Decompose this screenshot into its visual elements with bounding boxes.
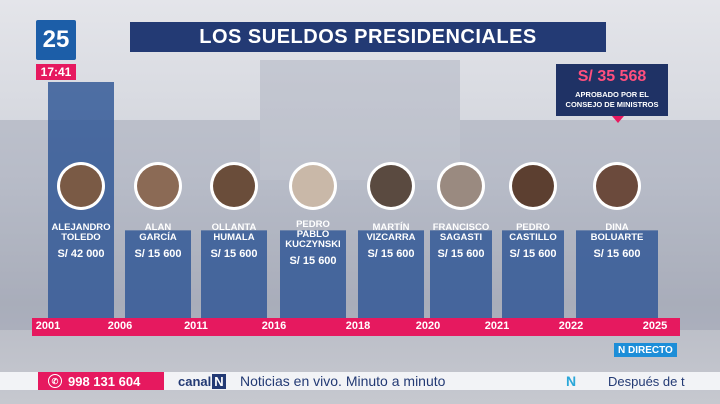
timeline-year: 2021 bbox=[484, 320, 510, 332]
president-name: GARCÍA bbox=[139, 232, 177, 243]
president-name: PABLO bbox=[297, 229, 330, 240]
ticker-next: Después de t bbox=[608, 374, 685, 389]
salary-label: S/ 15 600 bbox=[437, 248, 484, 260]
timeline-year: 2006 bbox=[107, 320, 133, 332]
president-name: BOLUARTE bbox=[591, 232, 644, 243]
ticker-headline: Noticias en vivo. Minuto a minuto bbox=[240, 373, 446, 389]
president-name: DINA bbox=[605, 222, 628, 233]
salary-label: S/ 42 000 bbox=[57, 248, 104, 260]
channel-logo: 25 bbox=[36, 20, 76, 60]
approved-salary-amount: S/ 35 568 bbox=[577, 68, 647, 85]
whatsapp-phone: ✆ 998 131 604 bbox=[38, 372, 164, 390]
callout-arrow bbox=[612, 116, 624, 123]
timeline-year: 2001 bbox=[35, 320, 61, 332]
salary-bar bbox=[201, 230, 267, 318]
president-name: MARTÍN bbox=[373, 222, 410, 233]
timeline-year: 2025 bbox=[642, 320, 668, 332]
clock: 17:41 bbox=[36, 64, 76, 80]
president-name: ALAN bbox=[145, 222, 172, 233]
president-name: OLLANTA bbox=[212, 222, 257, 233]
ticker-n-mark: N bbox=[566, 373, 577, 389]
approved-salary-note: APROBADO POR EL CONSEJO DE MINISTROS bbox=[565, 90, 659, 109]
salary-bar bbox=[576, 230, 658, 318]
president-name: HUMALA bbox=[213, 232, 254, 243]
canal-n-logo: canal N bbox=[178, 374, 226, 389]
president-photo bbox=[512, 165, 554, 207]
salary-bar bbox=[502, 230, 564, 318]
president-name: TOLEDO bbox=[61, 232, 100, 243]
president-photo bbox=[213, 165, 255, 207]
salary-label: S/ 15 600 bbox=[593, 248, 640, 260]
president-photo bbox=[292, 165, 334, 207]
president-name: PEDRO bbox=[516, 222, 550, 233]
timeline-year: 2020 bbox=[415, 320, 441, 332]
approved-salary-callout: S/ 35 568 APROBADO POR EL CONSEJO DE MIN… bbox=[556, 64, 668, 116]
salary-label: S/ 15 600 bbox=[134, 248, 181, 260]
page-title: LOS SUELDOS PRESIDENCIALES bbox=[130, 22, 606, 52]
timeline-year: 2022 bbox=[558, 320, 584, 332]
salary-bar bbox=[358, 230, 424, 318]
timeline-year: 2016 bbox=[261, 320, 287, 332]
salary-bar bbox=[280, 230, 346, 318]
salary-label: S/ 15 600 bbox=[367, 248, 414, 260]
president-name: VIZCARRA bbox=[366, 232, 415, 243]
salary-label: S/ 15 600 bbox=[210, 248, 257, 260]
president-photo bbox=[137, 165, 179, 207]
president-name: CASTILLO bbox=[509, 232, 557, 243]
president-name: SAGASTI bbox=[440, 232, 482, 243]
president-name: KUCZYNSKI bbox=[285, 239, 340, 250]
timeline-bar bbox=[32, 318, 680, 336]
president-name: ALEJANDRO bbox=[51, 222, 110, 233]
salary-label: S/ 15 600 bbox=[509, 248, 556, 260]
news-ticker bbox=[0, 372, 720, 390]
whatsapp-icon: ✆ bbox=[48, 374, 62, 388]
president-name: PEDRO bbox=[296, 219, 330, 230]
salary-label: S/ 15 600 bbox=[289, 255, 336, 267]
salary-bar bbox=[430, 230, 492, 318]
president-name: FRANCISCO bbox=[433, 222, 489, 233]
president-photo bbox=[60, 165, 102, 207]
phone-number: 998 131 604 bbox=[68, 373, 141, 389]
salary-bar bbox=[125, 230, 191, 318]
live-badge: N DIRECTO bbox=[614, 343, 677, 357]
timeline-year: 2018 bbox=[345, 320, 371, 332]
president-photo bbox=[596, 165, 638, 207]
timeline-year: 2011 bbox=[184, 320, 208, 332]
president-photo bbox=[370, 165, 412, 207]
president-photo bbox=[440, 165, 482, 207]
